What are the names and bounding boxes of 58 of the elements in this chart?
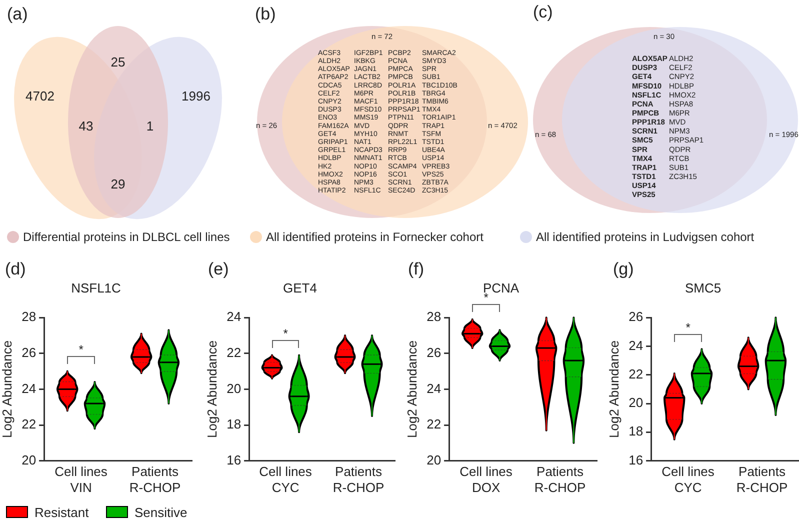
y-tick-label: 22 (628, 366, 644, 382)
text: (c) (533, 2, 553, 22)
text: (f) (408, 260, 424, 279)
chart-title: SMC5 (684, 280, 722, 296)
y-tick-label: 20 (22, 452, 36, 468)
y-tick-label: 22 (22, 416, 36, 432)
y-tick-label: 18 (628, 424, 644, 439)
y-axis-title: Log2 Abundance (404, 340, 420, 438)
y-tick-label: 26 (628, 309, 644, 324)
y-tick-label: 24 (426, 380, 442, 396)
text: (b) (255, 4, 276, 24)
y-tick-label: 28 (22, 309, 36, 324)
y-tick-label: 26 (22, 344, 36, 360)
legend-label: All identified proteins in Ludvigsen cohort (536, 230, 754, 244)
y-axis-title: Log2 Abundance (204, 340, 220, 438)
y-tick-label: 24 (226, 309, 242, 324)
text: (d) (5, 260, 26, 279)
annotation: * (283, 326, 288, 341)
y-tick-label: 24 (22, 380, 36, 396)
x-tick-label: Patients R-CHOP (534, 464, 586, 495)
y-axis-title: Log2 Abundance (0, 340, 14, 438)
text: 1996 (182, 88, 210, 104)
y-tick-label: 26 (426, 344, 442, 360)
text: 25 (110, 54, 126, 70)
y-tick-label: 24 (628, 338, 644, 353)
text: 4702 (26, 88, 54, 104)
y-tick-label: 20 (628, 395, 644, 410)
y-tick-label: 22 (426, 416, 442, 432)
y-axis-title: Log2 Abundance (606, 340, 622, 438)
x-tick-label: Patients R-CHOP (129, 464, 181, 495)
text: (g) (613, 260, 634, 279)
x-tick-label: Cell lines DOX (460, 464, 513, 495)
y-tick-label: 16 (628, 452, 644, 468)
x-tick-label: Patients R-CHOP (332, 464, 384, 495)
x-tick-label: Cell lines CYC (662, 464, 715, 495)
chart-title: GET4 (283, 280, 317, 296)
chart-title: NSFL1C (71, 280, 121, 296)
text: 1 (146, 118, 154, 134)
y-tick-label: 20 (426, 452, 442, 468)
y-tick-label: 16 (226, 452, 242, 468)
legend-label: Resistant (34, 504, 89, 520)
x-tick-label: Cell lines CYC (259, 464, 312, 495)
y-tick-label: 22 (226, 344, 242, 360)
legend-label: Sensitive (134, 504, 188, 520)
text: (e) (208, 260, 229, 279)
annotation: * (686, 320, 691, 334)
text: * (484, 290, 489, 305)
y-tick-label: 28 (426, 309, 442, 324)
y-tick-label: 20 (226, 380, 242, 396)
text: 29 (110, 176, 126, 192)
x-tick-label: Patients R-CHOP (736, 464, 788, 495)
text: (a) (7, 4, 28, 24)
annotation: * (78, 342, 84, 357)
legend-label: All identified proteins in Fornecker cohort (266, 230, 484, 244)
text: 43 (78, 118, 94, 134)
x-tick-label: Cell lines VIN (54, 464, 108, 495)
legend-label: Differential proteins in DLBCL cell lines (23, 230, 230, 244)
y-tick-label: 18 (226, 416, 242, 432)
